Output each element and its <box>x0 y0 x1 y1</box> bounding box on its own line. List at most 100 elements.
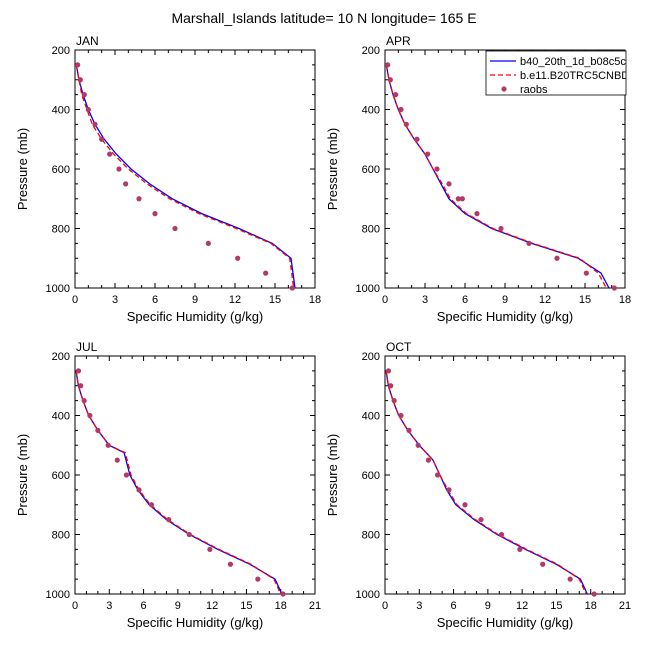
series-raobs <box>385 368 597 597</box>
x-tick-label: 6 <box>152 294 158 306</box>
y-axis-label: Pressure (mb) <box>15 434 30 516</box>
raobs-point <box>611 285 617 291</box>
series-b-e11-b20trc5cnbdrd-line <box>385 64 607 289</box>
raobs-point <box>403 121 409 127</box>
raobs-point <box>446 487 452 493</box>
x-tick-label: 6 <box>462 294 468 306</box>
raobs-point <box>434 472 441 478</box>
raobs-point <box>280 591 286 597</box>
plot-frame <box>384 355 626 595</box>
y-tick-label: 800 <box>362 530 380 542</box>
x-tick-label: 9 <box>502 294 508 306</box>
raobs-point <box>99 136 105 142</box>
raobs-point <box>205 240 211 246</box>
x-tick-label: 12 <box>539 294 551 306</box>
x-tick-label: 9 <box>175 600 181 612</box>
raobs-point <box>388 383 394 389</box>
raobs-point <box>87 412 93 419</box>
raobs-point <box>107 151 113 157</box>
raobs-point <box>385 62 391 68</box>
raobs-point <box>398 106 404 113</box>
x-tick-label: 15 <box>240 600 252 612</box>
y-tick-label: 400 <box>52 105 70 117</box>
x-tick-label: 18 <box>619 294 631 306</box>
raobs-point <box>105 442 111 448</box>
x-axis-label: Specific Humidity (g/kg) <box>127 309 264 324</box>
y-tick-label: 200 <box>52 351 70 363</box>
raobs-point <box>81 92 87 98</box>
x-tick-label: 0 <box>382 600 388 612</box>
y-tick-label: 800 <box>52 224 70 236</box>
raobs-point <box>387 77 393 83</box>
y-axis-label: Pressure (mb) <box>15 128 30 210</box>
series-b-e11-b20trc5cnbdrd-line <box>75 370 282 595</box>
x-tick-label: 0 <box>72 294 78 306</box>
x-tick-label: 18 <box>275 600 287 612</box>
y-tick-label: 600 <box>362 470 380 482</box>
panel-oct: 0 3 6 9 12 15 18 21 200 400 600 800 1000 Specific Hum… <box>325 340 631 630</box>
y-tick-label: 1000 <box>356 589 380 601</box>
figure-title: Marshall_Islands latitude= 10 N longitud… <box>171 10 476 26</box>
series-raobs <box>75 368 286 597</box>
raobs-point <box>78 383 84 389</box>
panel-label: JAN <box>76 34 99 48</box>
x-tick-label: 3 <box>422 294 428 306</box>
raobs-point <box>498 225 504 232</box>
raobs-point <box>75 62 81 68</box>
x-tick-label: 0 <box>382 294 388 306</box>
x-tick-label: 12 <box>516 600 528 612</box>
x-tick-label: 9 <box>192 294 198 306</box>
raobs-point <box>567 576 573 582</box>
x-axis-label: Specific Humidity (g/kg) <box>127 615 264 630</box>
series-raobs <box>75 62 295 291</box>
raobs-point <box>434 166 440 172</box>
raobs-point <box>455 196 461 202</box>
panel-jan: 0 3 6 9 12 15 18 200 400 600 800 1000 Specific Humid… <box>15 34 321 324</box>
y-tick-label: 1000 <box>46 589 70 601</box>
y-tick-label: 400 <box>52 411 70 423</box>
raobs-point <box>406 427 412 433</box>
y-axis-label: Pressure (mb) <box>325 128 340 210</box>
legend-entry: raobs <box>501 84 548 95</box>
y-tick-label: 200 <box>362 45 380 57</box>
raobs-point <box>414 136 420 142</box>
raobs-point <box>152 211 158 217</box>
y-tick-label: 200 <box>362 351 380 363</box>
raobs-point <box>114 457 120 463</box>
x-axis-label: Specific Humidity (g/kg) <box>437 309 574 324</box>
panel-label: JUL <box>76 340 98 354</box>
raobs-point <box>478 517 484 523</box>
series-raobs <box>385 62 617 291</box>
raobs-point <box>116 166 122 172</box>
y-tick-label: 600 <box>362 164 380 176</box>
panel-apr: 0 3 6 9 12 15 18 200 400 600 800 1000 Specific Humid… <box>325 34 631 324</box>
raobs-point <box>391 398 397 404</box>
series-b40-20th-1d-b08c5cn-line <box>75 64 296 289</box>
y-tick-label: 800 <box>362 224 380 236</box>
raobs-point <box>235 255 241 261</box>
raobs-point <box>289 285 295 291</box>
x-tick-label: 6 <box>141 600 147 612</box>
series-b-e11-b20trc5cnbdrd-line <box>75 64 295 289</box>
panel-jul: 0 3 6 9 12 15 18 21 200 400 600 800 1000 Specific Hum… <box>15 340 321 630</box>
y-tick-label: 400 <box>362 105 380 117</box>
series-b-e11-b20trc5cnbdrd-line <box>385 370 587 595</box>
raobs-point <box>517 546 523 552</box>
raobs-point <box>172 225 178 232</box>
raobs-point <box>123 181 129 187</box>
raobs-point <box>385 368 392 374</box>
x-tick-label: 3 <box>416 600 422 612</box>
legend-box <box>485 50 627 96</box>
raobs-point <box>166 517 172 523</box>
plot-frame <box>74 49 316 289</box>
y-tick-label: 600 <box>52 470 70 482</box>
raobs-point <box>123 472 130 478</box>
x-tick-label: 15 <box>269 294 281 306</box>
raobs-point <box>186 531 192 538</box>
x-tick-label: 18 <box>309 294 321 306</box>
raobs-point <box>136 196 142 202</box>
legend-label: b40_20th_1d_b08c5cn <box>520 56 632 68</box>
raobs-point <box>92 121 98 127</box>
legend: b40_20th_1d_b08c5cn b.e11.B20TRC5CNBDRD ra… <box>485 50 632 96</box>
series-b40-20th-1d-b08c5cn-line <box>385 64 610 289</box>
